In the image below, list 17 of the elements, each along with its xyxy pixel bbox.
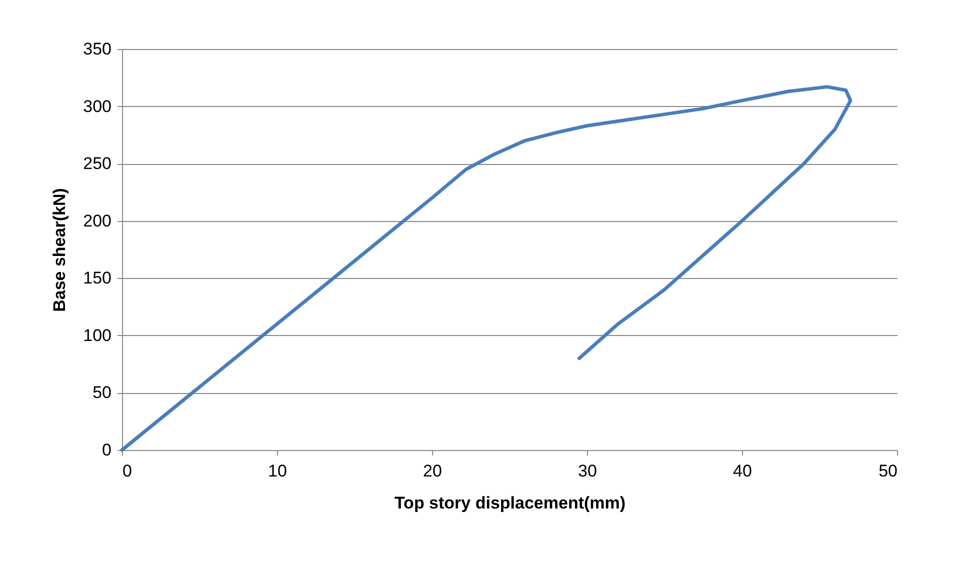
x-tick-label: 0 [122,462,132,480]
y-axis-title: Base shear(kN) [50,188,70,312]
y-tick-label: 100 [83,326,112,345]
line-series [120,85,852,452]
x-axis-title: Top story displacement(mm) [394,494,626,512]
x-tick-label: 30 [578,462,597,480]
y-tick-label: 150 [83,268,112,288]
y-tick-label: 250 [83,154,112,174]
y-tick-label: 200 [83,211,112,230]
x-tick-label: 20 [423,462,442,480]
y-tick-label: 50 [92,383,112,402]
y-tick-label: 0 [102,440,112,460]
x-tick-label: 10 [268,462,287,480]
y-tick-label: 350 [83,40,112,58]
x-tick-label: 40 [733,462,752,480]
y-tick-label: 300 [83,96,112,116]
x-tick-label: 50 [878,462,898,480]
